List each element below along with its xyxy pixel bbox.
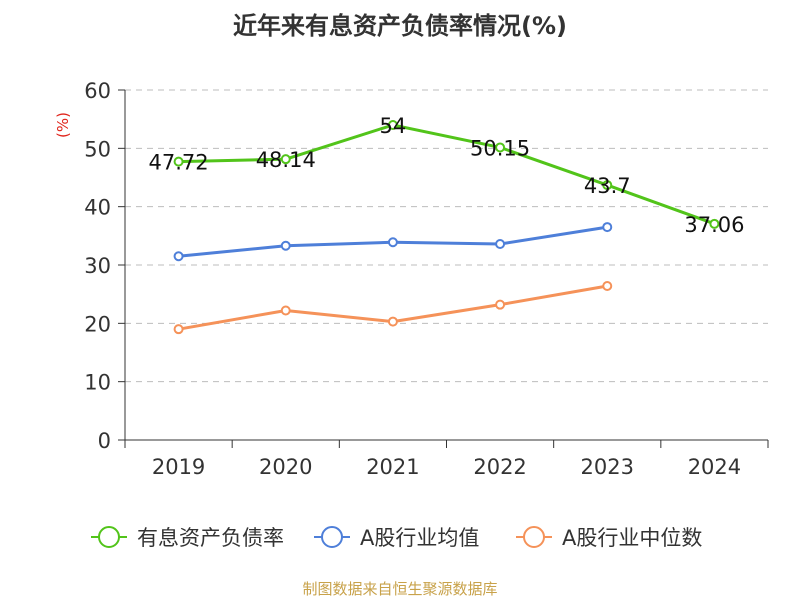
y-tick-label: 60 <box>84 79 111 103</box>
legend-label: A股行业中位数 <box>562 526 702 550</box>
data-point <box>602 180 613 191</box>
y-tick-label: 50 <box>84 137 111 161</box>
data-point <box>495 299 506 310</box>
data-point <box>387 316 398 327</box>
series-layer: 47.72 48.14 54 50.15 43.7 37.06 <box>149 114 745 335</box>
series-1: 47.72 48.14 54 50.15 43.7 37.06 <box>149 114 745 237</box>
series-2 <box>173 222 613 262</box>
data-point <box>173 156 184 167</box>
legend-item: A股行业均值 <box>314 526 479 550</box>
grid-layer <box>125 89 768 383</box>
legend-swatch-marker <box>98 526 120 548</box>
x-tick-label: 2024 <box>688 455 741 479</box>
legend-swatch-marker <box>523 526 545 548</box>
data-label: 47.72 <box>149 151 209 175</box>
series-3 <box>173 281 613 335</box>
axis-layer: 0 10 20 30 40 50 60 2019 2020 2021 2022 2023 2024 <box>84 79 769 479</box>
legend-item: 有息资产负债率 <box>91 526 284 550</box>
legend-label: A股行业均值 <box>360 526 479 550</box>
data-point <box>280 240 291 251</box>
data-point <box>387 237 398 248</box>
x-tick-label: 2019 <box>152 455 205 479</box>
x-tick-label: 2022 <box>473 455 526 479</box>
legend-label: 有息资产负债率 <box>137 526 284 550</box>
data-point <box>387 120 398 130</box>
y-axis-label: (%) <box>54 112 72 138</box>
data-label: 50.15 <box>470 136 530 160</box>
x-tick-label: 2023 <box>581 455 634 479</box>
data-point <box>280 154 291 165</box>
data-point <box>602 281 613 291</box>
data-point <box>602 222 613 233</box>
source-note: 制图数据来自恒生聚源数据库 <box>302 580 498 598</box>
legend: 有息资产负债率 A股行业均值 A股行业中位数 <box>91 526 702 550</box>
data-point <box>495 239 506 249</box>
y-tick-label: 40 <box>84 196 111 220</box>
data-label: 43.7 <box>584 174 631 198</box>
y-tick-label: 0 <box>98 429 111 453</box>
data-label: 48.14 <box>256 148 316 172</box>
y-tick-label: 10 <box>84 371 111 395</box>
data-point <box>280 305 291 316</box>
data-point <box>173 324 184 335</box>
y-tick-label: 30 <box>84 254 111 278</box>
chart-title: 近年来有息资产负债率情况(%) <box>233 12 567 40</box>
data-label: 37.06 <box>684 213 744 237</box>
data-label: 54 <box>380 114 407 138</box>
x-tick-label: 2020 <box>259 455 312 479</box>
data-point <box>495 142 506 153</box>
legend-swatch-marker <box>321 526 343 548</box>
y-tick-label: 20 <box>84 312 111 336</box>
data-point <box>709 218 720 229</box>
x-tick-label: 2021 <box>366 455 419 479</box>
legend-item: A股行业中位数 <box>516 526 702 550</box>
series-line <box>178 123 715 226</box>
data-point <box>173 251 184 262</box>
